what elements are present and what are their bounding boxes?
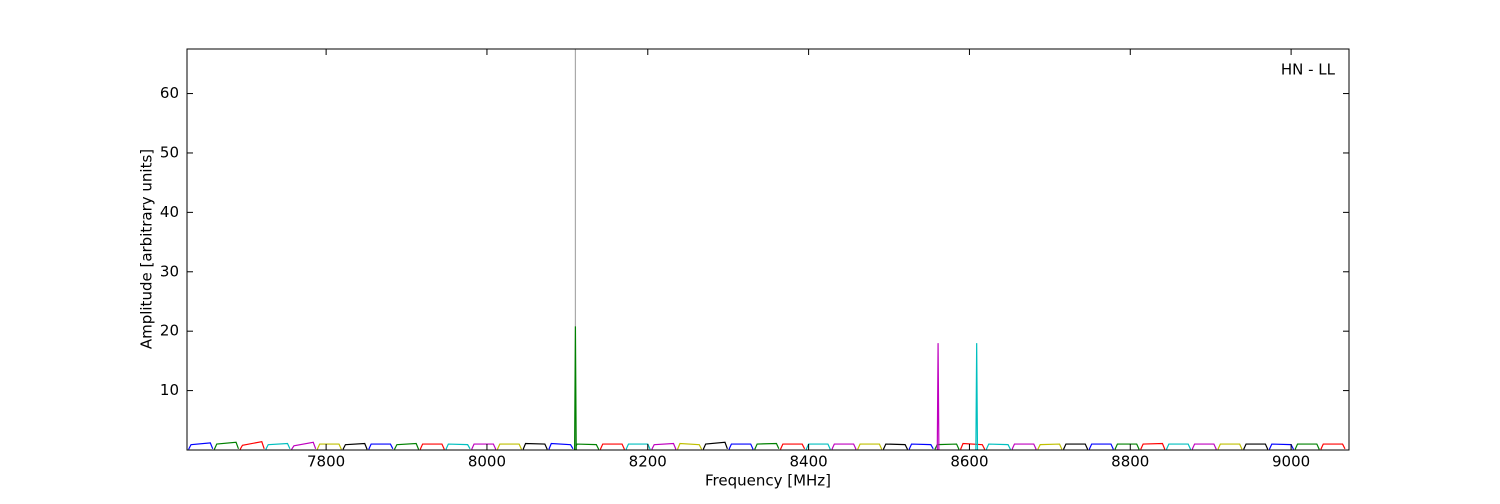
- x-tick-label: 8600: [950, 453, 988, 471]
- y-tick-label: 60: [160, 84, 179, 102]
- y-tick-label: 50: [160, 143, 179, 161]
- series-line: [342, 441, 1269, 450]
- series-line: [316, 442, 1243, 450]
- x-tick-label: 9000: [1272, 453, 1310, 471]
- x-tick-label: 8200: [629, 453, 667, 471]
- y-tick-label: 30: [160, 262, 179, 280]
- annotation: HN - LL: [1281, 61, 1336, 79]
- series-line: [213, 441, 1320, 450]
- series-line: [188, 442, 1295, 450]
- series-line: [239, 440, 1346, 450]
- series-line: [936, 343, 940, 450]
- x-axis-label: Frequency [MHz]: [705, 472, 831, 490]
- y-tick-label: 20: [160, 322, 179, 340]
- plot-area: [188, 49, 1346, 450]
- series-line: [265, 442, 1192, 450]
- y-axis-label: Amplitude [arbitrary units]: [138, 149, 156, 349]
- x-tick-label: 7800: [307, 453, 345, 471]
- series-line: [975, 343, 979, 450]
- y-tick-label: 40: [160, 203, 179, 221]
- axes-frame: [186, 48, 1350, 451]
- x-tick-label: 8000: [468, 453, 506, 471]
- x-tick-label: 8800: [1111, 453, 1149, 471]
- series-line: [291, 441, 1217, 450]
- x-tick-label: 8400: [790, 453, 828, 471]
- series-line: [574, 326, 577, 450]
- y-tick-label: 10: [160, 381, 179, 399]
